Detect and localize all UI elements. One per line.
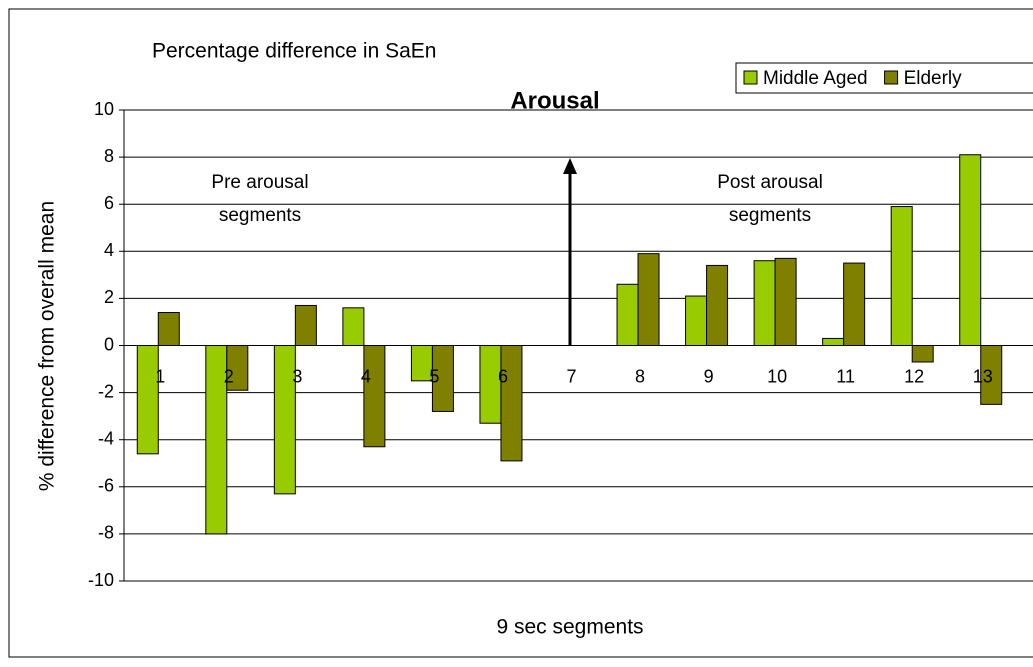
annotation: Pre arousal — [211, 172, 308, 193]
bar — [500, 345, 523, 462]
x-tick-label: 4 — [361, 366, 371, 386]
annotation: segments — [729, 205, 811, 226]
y-tick-label: 0 — [104, 334, 114, 354]
bar — [294, 304, 317, 346]
bar — [431, 345, 454, 412]
y-axis-label: % difference from overall mean — [36, 201, 59, 491]
bar — [706, 264, 729, 346]
bar — [911, 345, 934, 363]
x-tick-label: 8 — [635, 366, 645, 386]
bar — [774, 257, 797, 346]
y-tick-label: -10 — [88, 570, 114, 590]
y-tick-label: -4 — [98, 428, 114, 448]
bar — [890, 206, 913, 346]
bar — [342, 307, 365, 347]
legend-label: Middle Aged — [763, 68, 868, 89]
bar — [637, 253, 660, 346]
x-tick-label: 2 — [224, 366, 234, 386]
x-tick-label: 13 — [973, 366, 993, 386]
x-tick-label: 3 — [292, 366, 302, 386]
bar — [753, 260, 776, 346]
y-tick-label: 6 — [104, 193, 114, 213]
x-tick-label: 9 — [704, 366, 714, 386]
chart-title: Percentage difference in SaEn — [152, 40, 436, 63]
bar — [226, 345, 249, 391]
x-tick-label: 7 — [566, 366, 576, 386]
x-tick-label: 11 — [836, 366, 855, 386]
x-tick-label: 1 — [155, 366, 165, 386]
x-tick-label: 5 — [429, 366, 439, 386]
y-tick-label: 4 — [104, 240, 114, 260]
bar — [136, 345, 159, 455]
y-tick-label: 8 — [104, 146, 114, 166]
bar — [273, 345, 296, 495]
arousal-arrow-head — [563, 158, 577, 174]
bar — [959, 154, 982, 346]
legend-swatch — [884, 70, 899, 85]
legend-label: Elderly — [904, 68, 963, 89]
annotation: segments — [219, 205, 301, 226]
bar — [616, 283, 639, 346]
x-axis-label: 9 sec segments — [496, 616, 643, 639]
bar — [822, 337, 845, 346]
x-tick-label: 6 — [498, 366, 508, 386]
x-tick-label: 12 — [904, 366, 924, 386]
bar — [843, 262, 866, 347]
x-tick-label: 10 — [767, 366, 787, 386]
bar — [685, 295, 708, 347]
y-tick-label: 2 — [104, 287, 114, 307]
bar — [157, 312, 180, 346]
y-tick-label: -6 — [98, 476, 114, 496]
bar — [980, 345, 1003, 405]
bar — [205, 345, 228, 535]
y-tick-label: -2 — [98, 381, 114, 401]
y-tick-label: -8 — [98, 523, 114, 543]
legend-swatch — [743, 70, 758, 85]
annotation: Post arousal — [717, 172, 823, 193]
bar — [363, 345, 386, 448]
y-tick-label: 10 — [94, 99, 114, 119]
